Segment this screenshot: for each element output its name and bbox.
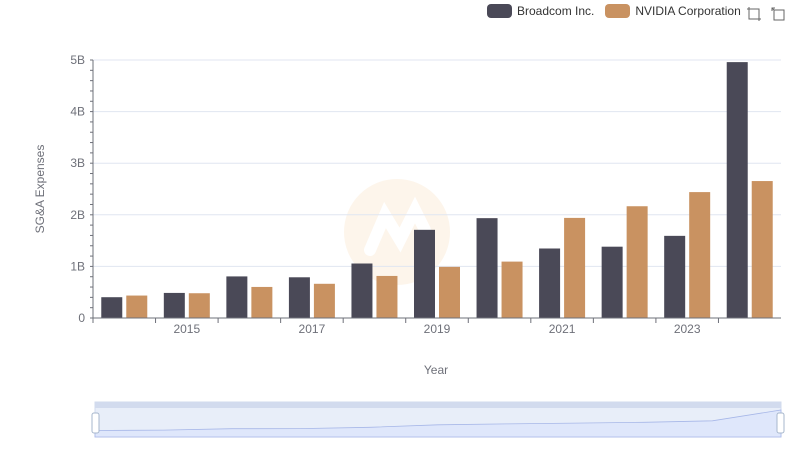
y-tick-label: 1B <box>70 259 85 273</box>
zoom-handle-left[interactable] <box>91 412 100 434</box>
bar-nvidia-2019[interactable] <box>439 266 460 318</box>
legend-item-broadcom[interactable]: Broadcom Inc. <box>487 4 594 18</box>
bar-broadcom-2020[interactable] <box>476 218 498 318</box>
bar-broadcom-2021[interactable] <box>539 248 561 318</box>
legend-swatch-broadcom <box>487 4 512 18</box>
y-tick-label: 5B <box>70 53 85 67</box>
bar-broadcom-2016[interactable] <box>226 276 248 318</box>
bar-nvidia-2017[interactable] <box>313 283 335 318</box>
bar-broadcom-2018[interactable] <box>351 263 373 318</box>
bar-broadcom-2019[interactable] <box>414 229 435 318</box>
x-tick-label: 2017 <box>299 322 326 336</box>
zoom-reset-icon[interactable] <box>770 6 786 22</box>
bars <box>101 62 773 318</box>
y-tick-label: 3B <box>70 156 85 170</box>
bar-nvidia-2016[interactable] <box>251 286 273 318</box>
legend-swatch-nvidia <box>605 4 631 18</box>
bar-nvidia-2022[interactable] <box>626 206 648 318</box>
zoom-icon[interactable] <box>746 6 762 22</box>
bar-broadcom-2024[interactable] <box>726 62 748 318</box>
y-tick-label: 4B <box>70 105 85 119</box>
legend: Broadcom Inc. NVIDIA Corporation <box>487 4 752 18</box>
bar-nvidia-2018[interactable] <box>376 275 398 318</box>
bar-broadcom-2022[interactable] <box>601 246 623 318</box>
bar-nvidia-2020[interactable] <box>501 261 523 318</box>
x-axis-title: Year <box>424 363 448 377</box>
x-tick-label: 2019 <box>424 322 451 336</box>
bar-nvidia-2021[interactable] <box>564 217 586 318</box>
bar-broadcom-2015[interactable] <box>163 292 185 318</box>
zoom-handle-right[interactable] <box>776 412 785 434</box>
data-zoom-slider[interactable] <box>91 401 785 438</box>
legend-item-nvidia[interactable]: NVIDIA Corporation <box>605 4 741 18</box>
bar-nvidia-2024[interactable] <box>751 181 773 318</box>
x-tick-label: 2023 <box>674 322 701 336</box>
grid-lines <box>93 59 781 267</box>
bar-nvidia-2023[interactable] <box>689 192 711 318</box>
x-axis: 2015 2017 2019 2021 2023 <box>92 317 781 336</box>
bar-broadcom-2014[interactable] <box>101 297 123 318</box>
toolbox <box>746 6 786 22</box>
y-tick-label: 2B <box>70 208 85 222</box>
legend-label-nvidia: NVIDIA Corporation <box>635 4 741 18</box>
x-tick-label: 2021 <box>549 322 576 336</box>
zoom-top-bar[interactable] <box>95 402 781 408</box>
x-tick-label: 2015 <box>173 322 200 336</box>
y-axis-title: SG&A Expenses <box>33 145 47 234</box>
y-tick-label: 0 <box>78 311 85 325</box>
bar-broadcom-2023[interactable] <box>664 235 686 318</box>
legend-label-broadcom: Broadcom Inc. <box>517 4 595 18</box>
bar-nvidia-2015[interactable] <box>188 293 210 318</box>
bar-nvidia-2014[interactable] <box>126 295 148 318</box>
y-axis-ticks: 0 1B 2B 3B 4B 5B <box>70 53 94 325</box>
bar-broadcom-2017[interactable] <box>288 277 310 318</box>
